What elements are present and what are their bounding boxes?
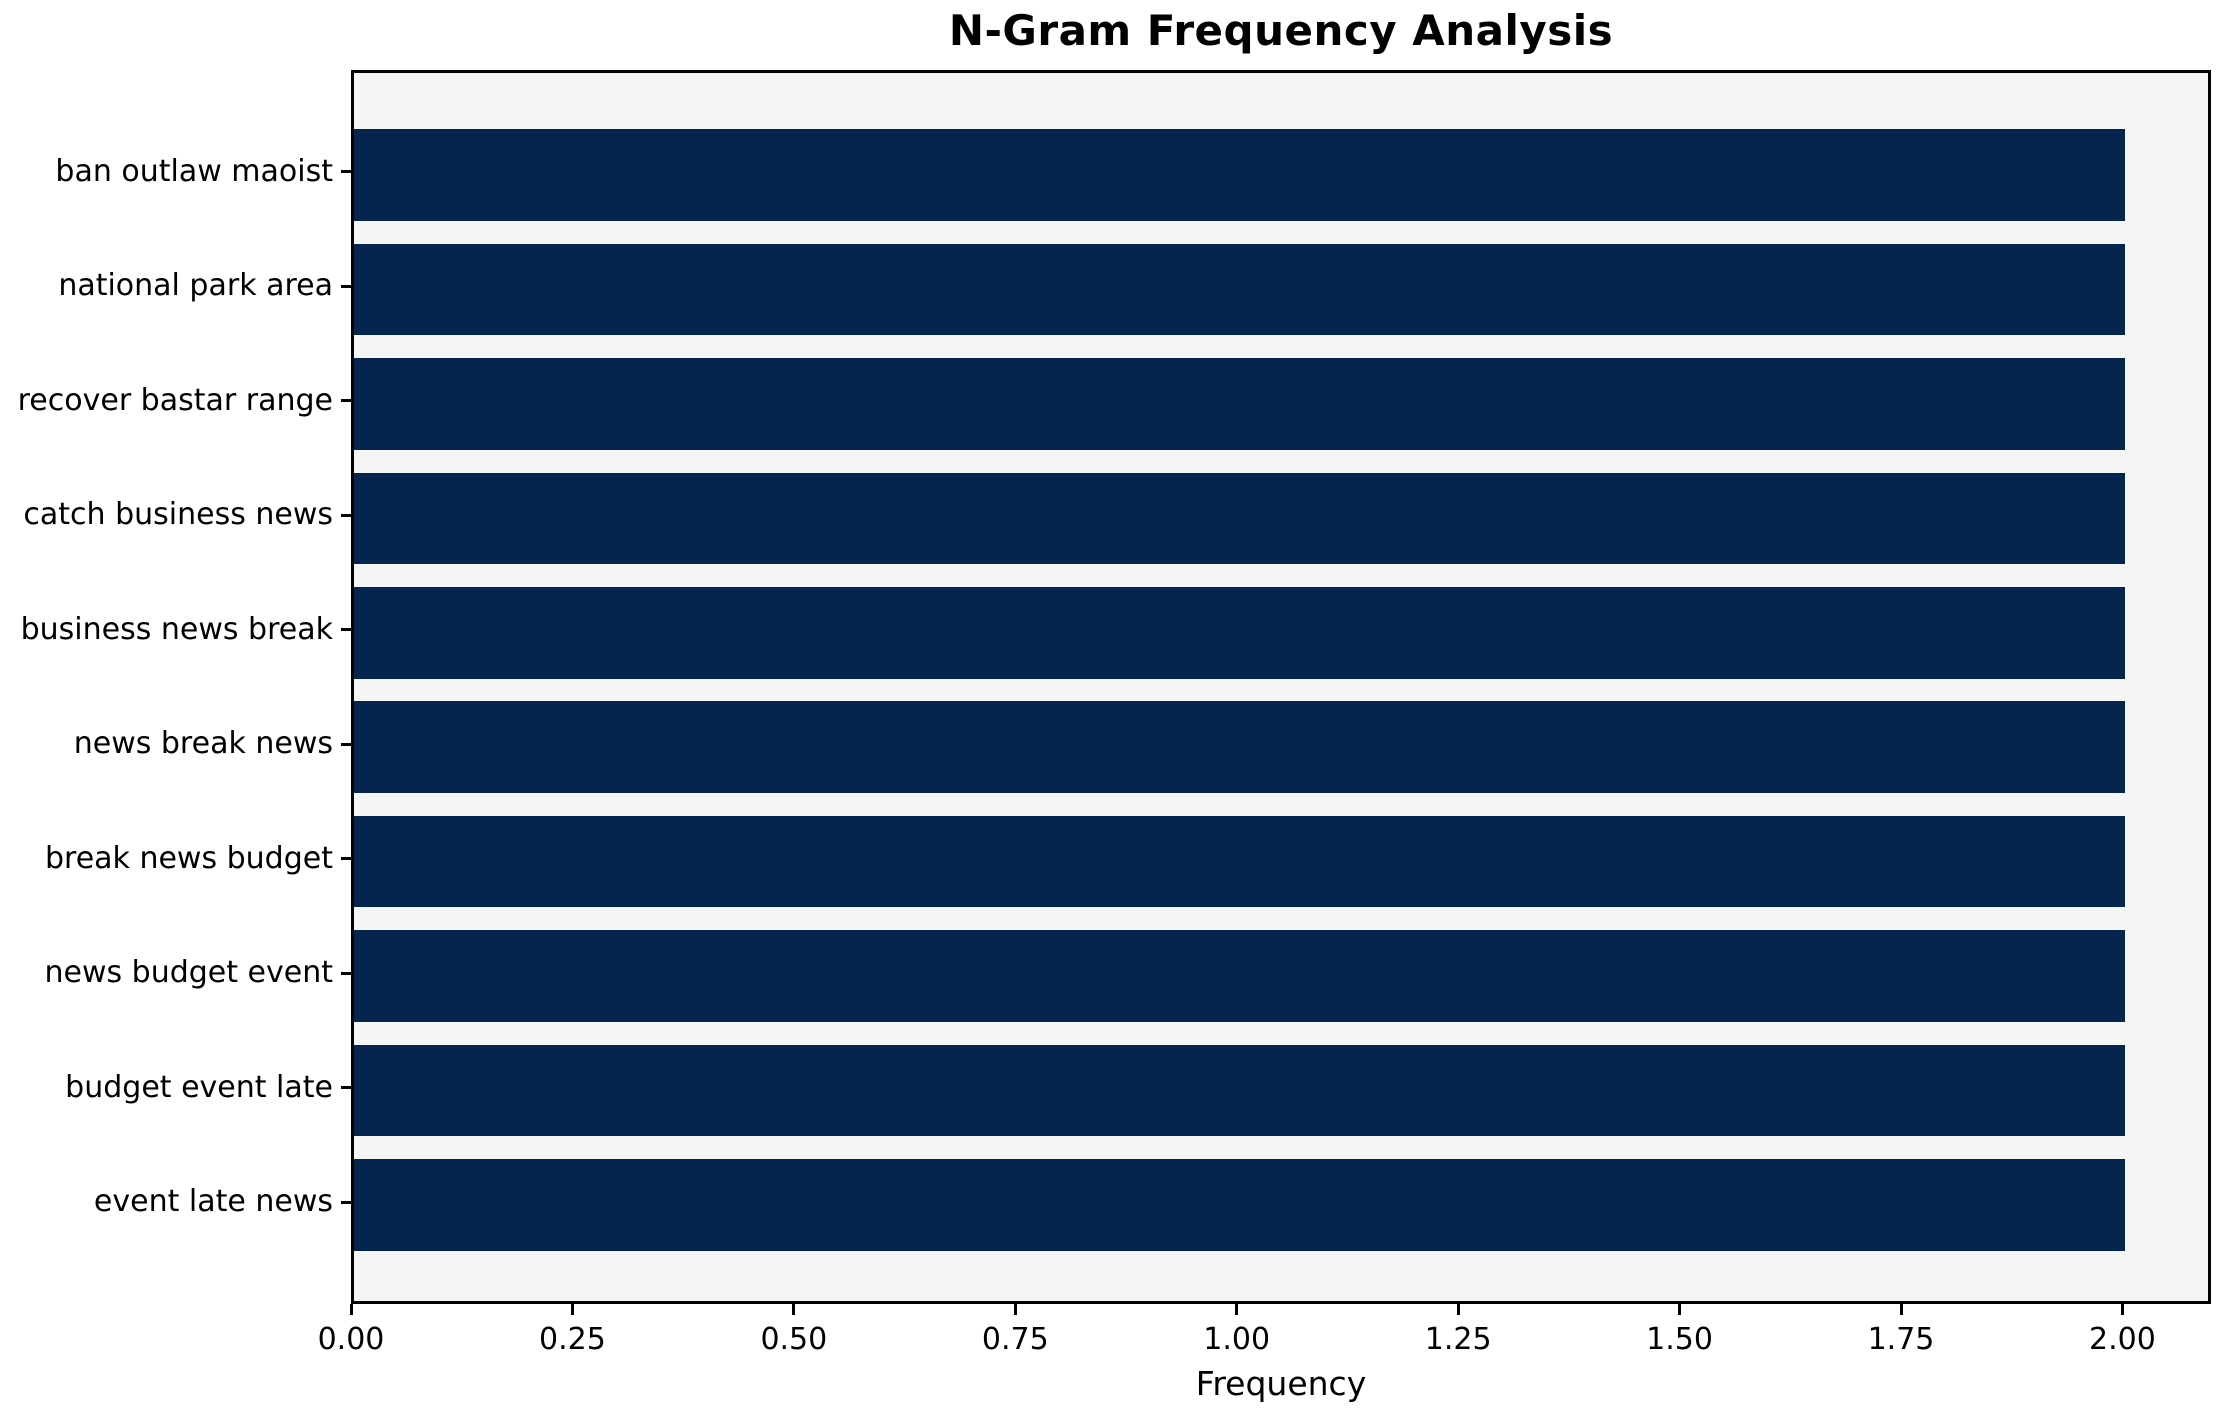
y-tick-label: ban outlaw maoist (55, 153, 333, 189)
x-tick-label: 1.50 (1646, 1322, 1713, 1357)
x-tick-label: 2.00 (2089, 1322, 2156, 1357)
y-tick-mark (341, 971, 351, 975)
x-tick-label: 1.00 (1203, 1322, 1271, 1357)
y-tick-mark (341, 857, 351, 861)
x-tick-mark (570, 1304, 574, 1315)
x-tick-label: 0.25 (539, 1322, 606, 1357)
bar (354, 701, 2126, 793)
bar (354, 129, 2126, 221)
x-tick-mark (1013, 1304, 1017, 1315)
y-tick-mark (341, 1200, 351, 1204)
x-tick-mark (1899, 1304, 1903, 1315)
bar (354, 815, 2126, 908)
x-tick-mark (2120, 1304, 2124, 1315)
plot-area (351, 70, 2211, 1304)
chart-title: N-Gram Frequency Analysis (948, 6, 1614, 55)
y-tick-label: national park area (58, 268, 333, 304)
y-tick-mark (341, 399, 351, 403)
x-tick-mark (1678, 1304, 1682, 1315)
y-tick-mark (341, 513, 351, 517)
y-tick-label: recover bastar range (17, 382, 333, 418)
y-tick-label: news break news (73, 726, 333, 762)
y-tick-mark (341, 170, 351, 174)
bar (354, 243, 2126, 336)
x-tick-mark (792, 1304, 796, 1315)
y-tick-label: news budget event (44, 955, 333, 991)
x-tick-label: 0.50 (760, 1322, 828, 1357)
y-tick-mark (341, 1086, 351, 1090)
y-tick-mark (341, 284, 351, 288)
x-tick-mark (1235, 1304, 1239, 1315)
x-tick-label: 0.00 (317, 1322, 385, 1357)
y-tick-label: break news budget (44, 840, 333, 876)
y-tick-label: event late news (93, 1184, 333, 1220)
x-tick-label: 1.75 (1867, 1322, 1935, 1357)
x-tick-label: 0.75 (981, 1322, 1049, 1357)
bar (354, 358, 2126, 450)
x-tick-label: 1.25 (1424, 1322, 1492, 1357)
y-tick-mark (341, 742, 351, 746)
x-tick-mark (1456, 1304, 1460, 1315)
bar (354, 472, 2126, 565)
y-tick-label: budget event late (65, 1069, 333, 1105)
bar (354, 1159, 2126, 1251)
bar (354, 930, 2126, 1022)
bar (354, 586, 2126, 679)
bar (354, 1044, 2126, 1137)
x-tick-mark (349, 1304, 353, 1315)
y-tick-label: business news break (20, 611, 333, 647)
y-tick-mark (341, 628, 351, 632)
y-tick-label: catch business news (23, 497, 333, 533)
x-axis-title: Frequency (1195, 1364, 1367, 1403)
